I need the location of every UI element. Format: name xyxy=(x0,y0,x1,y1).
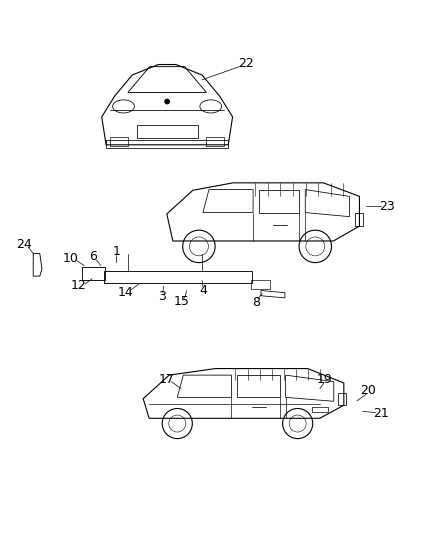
Text: 8: 8 xyxy=(252,296,260,309)
Bar xyxy=(337,393,345,405)
Text: 20: 20 xyxy=(359,384,375,397)
Text: 6: 6 xyxy=(89,251,97,263)
Text: 17: 17 xyxy=(158,373,174,385)
Bar xyxy=(106,140,228,148)
Bar xyxy=(206,138,223,146)
Text: 23: 23 xyxy=(379,200,395,213)
Text: 19: 19 xyxy=(316,373,331,385)
Bar xyxy=(311,407,327,412)
Text: 3: 3 xyxy=(158,289,166,303)
Bar xyxy=(136,125,197,138)
Bar xyxy=(355,213,363,226)
Text: 21: 21 xyxy=(372,407,388,421)
Circle shape xyxy=(165,99,169,104)
Text: 1: 1 xyxy=(112,245,120,258)
Text: 15: 15 xyxy=(173,295,189,308)
Text: 24: 24 xyxy=(16,238,32,251)
Text: 4: 4 xyxy=(198,284,206,296)
Text: 22: 22 xyxy=(237,57,253,70)
Text: 12: 12 xyxy=(71,279,87,292)
Text: 14: 14 xyxy=(117,286,133,299)
Bar xyxy=(110,138,127,146)
Text: 10: 10 xyxy=(62,252,78,265)
